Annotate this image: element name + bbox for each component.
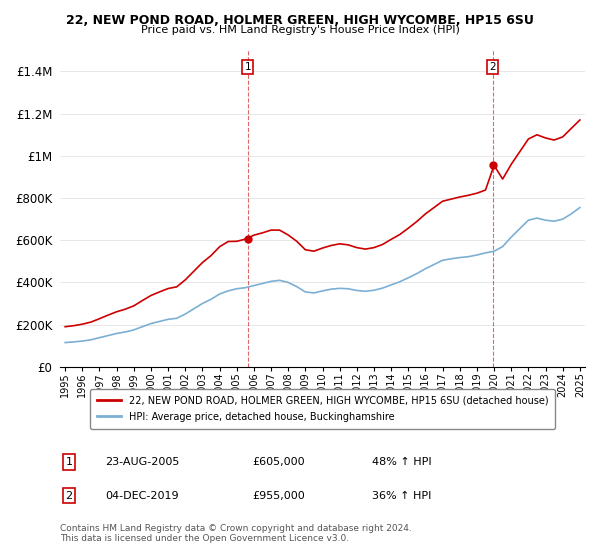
Text: 48% ↑ HPI: 48% ↑ HPI <box>372 457 431 467</box>
Text: £605,000: £605,000 <box>252 457 305 467</box>
Text: 1: 1 <box>65 457 73 467</box>
Text: Price paid vs. HM Land Registry's House Price Index (HPI): Price paid vs. HM Land Registry's House … <box>140 25 460 35</box>
Text: 04-DEC-2019: 04-DEC-2019 <box>105 491 179 501</box>
Text: 2: 2 <box>490 62 496 72</box>
Text: £955,000: £955,000 <box>252 491 305 501</box>
Text: Contains HM Land Registry data © Crown copyright and database right 2024.
This d: Contains HM Land Registry data © Crown c… <box>60 524 412 543</box>
Legend: 22, NEW POND ROAD, HOLMER GREEN, HIGH WYCOMBE, HP15 6SU (detached house), HPI: A: 22, NEW POND ROAD, HOLMER GREEN, HIGH WY… <box>90 389 555 428</box>
Text: 36% ↑ HPI: 36% ↑ HPI <box>372 491 431 501</box>
Text: 1: 1 <box>245 62 251 72</box>
Text: 22, NEW POND ROAD, HOLMER GREEN, HIGH WYCOMBE, HP15 6SU: 22, NEW POND ROAD, HOLMER GREEN, HIGH WY… <box>66 14 534 27</box>
Text: 2: 2 <box>65 491 73 501</box>
Text: 23-AUG-2005: 23-AUG-2005 <box>105 457 179 467</box>
